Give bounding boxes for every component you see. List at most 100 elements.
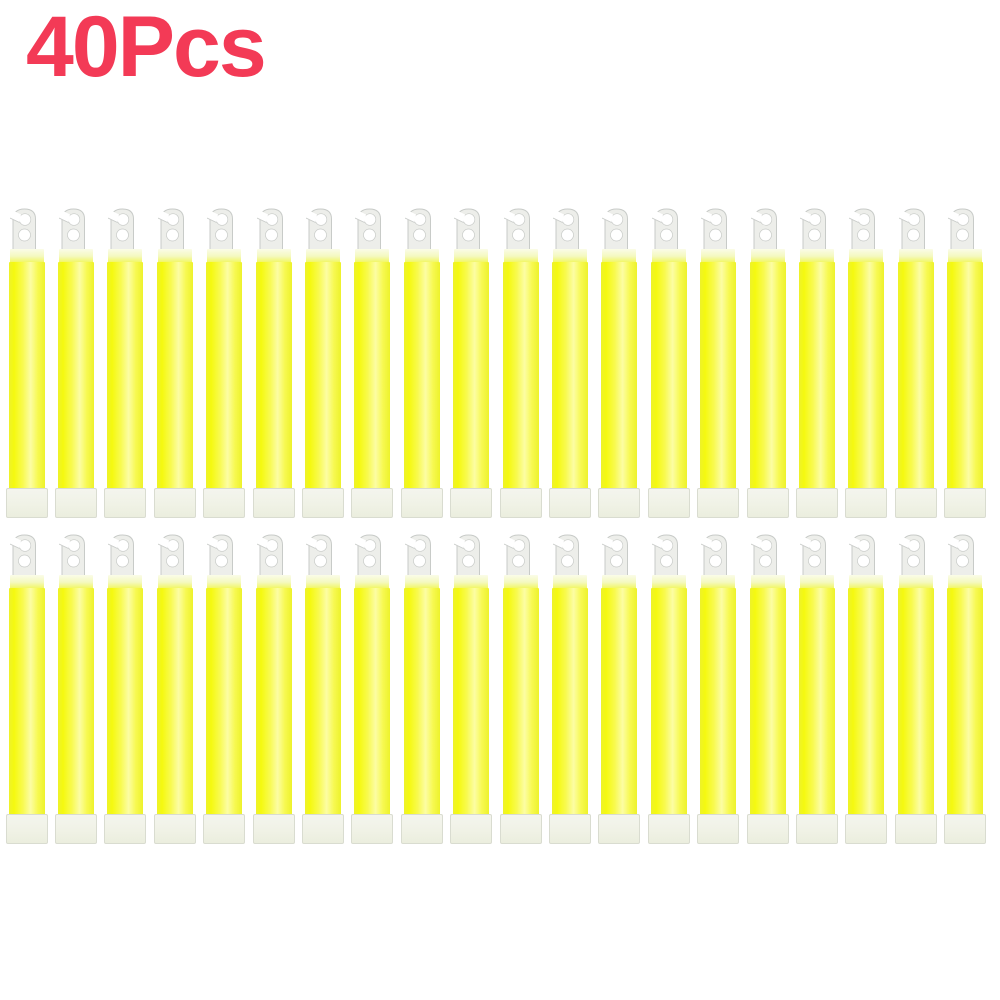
stick-body	[848, 262, 885, 490]
stick-cap	[203, 488, 246, 518]
hanging-hook-icon	[701, 208, 728, 250]
stick-collar	[454, 249, 489, 262]
hanging-hook-icon	[503, 534, 530, 576]
stick-cap	[104, 814, 147, 844]
stick-body	[107, 262, 144, 490]
stick-cap	[252, 488, 295, 518]
stick-body	[304, 588, 341, 816]
glow-stick	[5, 206, 48, 518]
stick-cap	[450, 488, 493, 518]
glow-stick	[351, 532, 394, 844]
stick-body	[403, 588, 440, 816]
hanging-hook-icon	[404, 534, 431, 576]
stick-body	[551, 262, 588, 490]
stick-cap	[845, 814, 888, 844]
stick-cap	[54, 814, 97, 844]
stick-collar	[108, 249, 143, 262]
stick-body	[8, 588, 45, 816]
glow-stick	[746, 206, 789, 518]
glow-stick	[548, 206, 591, 518]
stick-cap	[796, 814, 838, 844]
stick-body	[650, 262, 687, 490]
hanging-hook-icon	[256, 208, 283, 250]
stick-body	[156, 588, 193, 816]
stick-cap	[746, 814, 789, 844]
stick-collar	[207, 249, 242, 262]
hanging-hook-icon	[454, 534, 481, 576]
stick-collar	[552, 249, 587, 262]
hanging-hook-icon	[602, 534, 629, 576]
stick-body	[799, 262, 835, 490]
stick-collar	[849, 249, 884, 262]
hanging-hook-icon	[800, 534, 826, 576]
glow-stick	[499, 206, 542, 518]
glow-stick	[351, 206, 394, 518]
stick-cap	[301, 814, 344, 844]
stick-collar	[701, 575, 736, 588]
stick-collar	[849, 575, 884, 588]
quantity-label: 40Pcs	[26, 0, 267, 95]
hanging-hook-icon	[651, 208, 678, 250]
stick-body	[502, 588, 539, 816]
hanging-hook-icon	[602, 208, 629, 250]
glow-stick	[845, 532, 888, 844]
stick-cap	[400, 488, 443, 518]
stick-collar	[58, 249, 93, 262]
stick-collar	[602, 575, 637, 588]
hanging-hook-icon	[58, 534, 85, 576]
stick-body	[255, 262, 292, 490]
glow-stick	[301, 532, 344, 844]
stick-cap	[499, 488, 542, 518]
stick-body	[304, 262, 341, 490]
glow-stick	[252, 206, 295, 518]
stick-collar	[355, 575, 390, 588]
glow-stick	[400, 206, 443, 518]
stick-cap	[301, 488, 344, 518]
glow-stick	[400, 532, 443, 844]
stick-collar	[157, 249, 192, 262]
stick-cap	[647, 814, 690, 844]
hanging-hook-icon	[552, 208, 579, 250]
glow-stick	[894, 206, 937, 518]
stick-cap	[54, 488, 97, 518]
stick-body	[749, 262, 786, 490]
stick-cap	[153, 488, 196, 518]
stick-collar	[305, 249, 340, 262]
glow-stick	[104, 206, 147, 518]
hanging-hook-icon	[58, 208, 85, 250]
hanging-hook-icon	[948, 208, 975, 250]
stick-body	[206, 262, 243, 490]
stick-body	[700, 588, 737, 816]
stick-cap	[351, 488, 394, 518]
hanging-hook-icon	[898, 208, 925, 250]
hanging-hook-icon	[651, 534, 678, 576]
stick-cap	[647, 488, 690, 518]
hanging-hook-icon	[108, 534, 135, 576]
glow-stick	[104, 532, 147, 844]
hanging-hook-icon	[9, 208, 36, 250]
hanging-hook-icon	[503, 208, 530, 250]
stick-cap	[252, 814, 295, 844]
stick-cap	[944, 814, 987, 844]
glow-stick	[845, 206, 888, 518]
hanging-hook-icon	[305, 208, 332, 250]
stick-collar	[58, 575, 93, 588]
stick-collar	[9, 575, 44, 588]
stick-body	[947, 588, 984, 816]
stick-body	[700, 262, 737, 490]
hanging-hook-icon	[9, 534, 36, 576]
stick-cap	[499, 814, 542, 844]
stick-cap	[697, 488, 740, 518]
hanging-hook-icon	[948, 534, 975, 576]
stick-cap	[203, 814, 246, 844]
stick-collar	[355, 249, 390, 262]
glow-stick	[796, 206, 838, 518]
hanging-hook-icon	[157, 534, 184, 576]
hanging-hook-icon	[849, 208, 876, 250]
stick-cap	[894, 814, 937, 844]
stick-collar	[750, 249, 785, 262]
glow-stick	[944, 206, 987, 518]
glow-stick	[647, 206, 690, 518]
stick-body	[453, 262, 490, 490]
hanging-hook-icon	[701, 534, 728, 576]
